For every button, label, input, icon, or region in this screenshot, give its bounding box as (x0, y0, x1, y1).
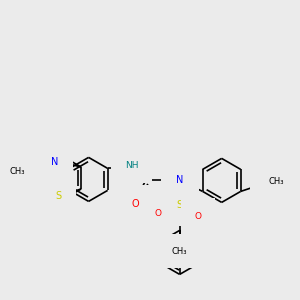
Text: CH₃: CH₃ (172, 247, 188, 256)
Text: S: S (176, 200, 183, 210)
Text: S: S (56, 191, 62, 201)
Text: N: N (52, 157, 59, 167)
Text: O: O (263, 177, 270, 186)
Text: O: O (194, 212, 201, 221)
Text: CH₃: CH₃ (269, 177, 284, 186)
Text: O: O (154, 209, 161, 218)
Text: N: N (176, 176, 183, 185)
Text: O: O (132, 200, 140, 209)
Text: NH: NH (125, 161, 138, 170)
Text: CH₃: CH₃ (9, 167, 25, 176)
